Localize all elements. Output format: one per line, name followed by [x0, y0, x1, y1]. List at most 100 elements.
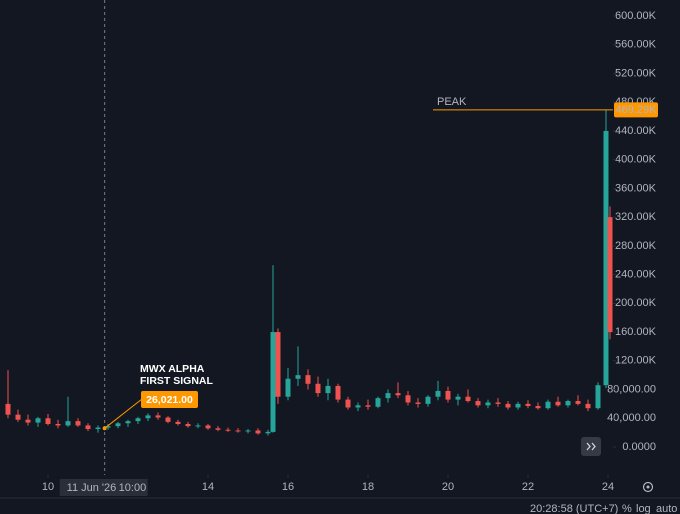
candle-body — [265, 431, 271, 434]
y-tick-label: 600.00K — [615, 10, 657, 22]
x-tick-label: 24 — [602, 481, 614, 493]
y-tick-label: 320.00K — [615, 211, 657, 223]
candle-body — [565, 401, 571, 406]
x-tick-label: 14 — [202, 481, 214, 493]
x-tick-label: 20 — [442, 481, 454, 493]
candle-body — [435, 390, 441, 397]
signal-title: MWX ALPHA — [140, 363, 205, 375]
peak-price-label: 469.29K — [616, 104, 658, 116]
y-tick-label: 120.00K — [615, 355, 657, 367]
candle-body — [245, 430, 251, 432]
signal-point — [102, 426, 107, 431]
crosshair-time: 10:00 — [119, 482, 147, 494]
x-tick-label: 18 — [362, 481, 374, 493]
candle-body — [595, 385, 601, 409]
y-tick-label: 240.00K — [615, 269, 657, 281]
candle-body — [545, 401, 551, 409]
candle-body — [85, 425, 91, 430]
candle-body — [275, 332, 281, 397]
candle-body — [305, 375, 311, 384]
candle-body — [405, 395, 411, 403]
y-tick-label: 0.0000 — [622, 441, 656, 453]
crosshair-label-box — [59, 479, 148, 496]
candle-body — [205, 425, 211, 429]
candle-body — [15, 414, 21, 420]
candle-body — [55, 424, 61, 426]
candle-body — [285, 378, 291, 397]
candle-body — [365, 405, 371, 407]
y-tick-label: 40,000.00 — [607, 412, 656, 424]
candle-body — [345, 399, 351, 408]
candle-body — [535, 406, 541, 409]
candle-body — [65, 421, 71, 426]
candle-body — [585, 403, 591, 409]
candle-body — [415, 402, 421, 404]
y-tick-label: 160.00K — [615, 326, 657, 338]
candle-body — [515, 403, 521, 408]
y-tick-label: 520.00K — [615, 67, 657, 79]
candle-body — [255, 430, 261, 434]
y-tick-label: 80,000.00 — [607, 383, 656, 395]
candle-body — [525, 403, 531, 407]
candle-body — [335, 385, 341, 400]
candle-body — [445, 390, 451, 400]
signal-title: FIRST SIGNAL — [140, 375, 214, 387]
candle-body — [465, 396, 471, 402]
candle-body — [135, 418, 141, 422]
candle-body — [105, 426, 111, 428]
candle-body — [315, 383, 321, 394]
candle-body — [505, 403, 511, 408]
signal-value-label: 26,021.00 — [146, 394, 193, 406]
candle-body — [215, 428, 221, 430]
candle-body — [165, 417, 171, 422]
candle-body — [475, 401, 481, 406]
candle-body — [115, 423, 121, 427]
clock: 20:28:58 (UTC+7) — [530, 503, 618, 514]
candle-body — [45, 418, 51, 425]
percent-toggle[interactable]: % — [622, 503, 632, 514]
candle-body — [603, 130, 609, 386]
candle-body — [95, 427, 101, 430]
candle-body — [125, 421, 131, 424]
candle-body — [175, 421, 181, 425]
candle-body — [495, 402, 501, 404]
candle-body — [325, 385, 331, 394]
scroll-to-realtime-button[interactable] — [581, 437, 601, 456]
candle-body — [185, 424, 191, 427]
log-toggle[interactable]: log — [636, 503, 651, 514]
settings-button[interactable] — [642, 481, 654, 493]
peak-label: PEAK — [437, 96, 467, 108]
candle-body — [375, 398, 381, 407]
candle-body — [155, 415, 161, 418]
y-tick-label: 200.00K — [615, 297, 657, 309]
candle-body — [145, 415, 151, 419]
candle-body — [235, 430, 241, 432]
candle-body — [485, 402, 491, 406]
candle-body — [575, 401, 581, 404]
y-tick-label: 560.00K — [615, 39, 657, 51]
signal-value-box — [141, 391, 198, 408]
candle-body — [25, 419, 31, 423]
candle-body — [270, 332, 276, 432]
candle-body — [355, 405, 361, 408]
candle-body — [295, 375, 301, 379]
crosshair-date: 11 Jun '26 — [67, 482, 117, 494]
candle-body — [455, 396, 461, 400]
candle-body — [385, 393, 391, 399]
x-tick-label: 10 — [42, 481, 54, 493]
y-tick-label: 440.00K — [615, 125, 657, 137]
y-tick-label: 400.00K — [615, 154, 657, 166]
candle-body — [195, 425, 201, 427]
x-tick-label: 22 — [522, 481, 534, 493]
candle-body — [555, 401, 561, 406]
peak-price-box — [614, 102, 658, 118]
candle-body — [607, 217, 613, 333]
auto-toggle[interactable]: auto — [656, 503, 677, 514]
candle-body — [35, 418, 41, 423]
candle-body — [425, 396, 431, 404]
y-tick-label: 280.00K — [615, 240, 657, 252]
y-tick-label: 360.00K — [615, 182, 657, 194]
